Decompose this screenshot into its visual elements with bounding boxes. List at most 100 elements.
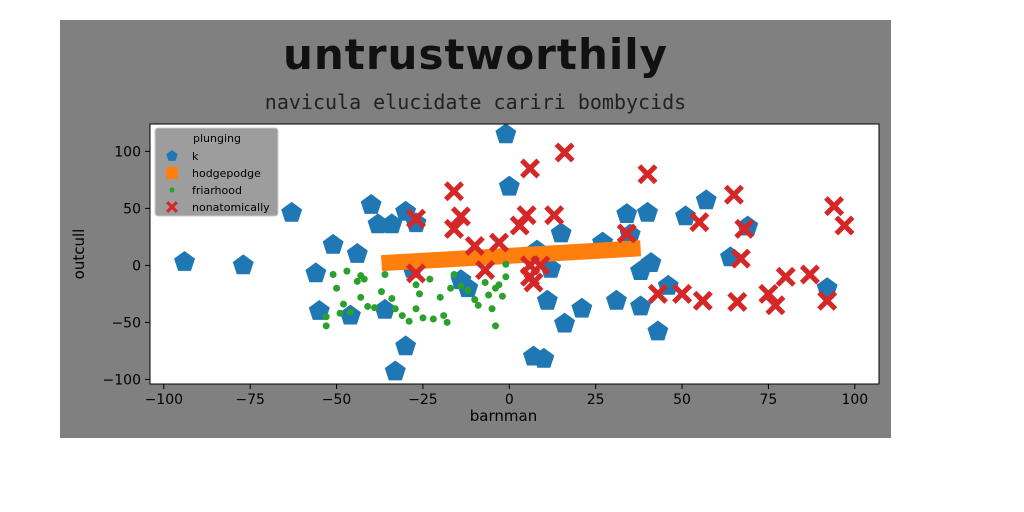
data-point-k bbox=[536, 289, 558, 310]
data-point-nonatomically bbox=[692, 290, 713, 311]
data-point-friarhood bbox=[447, 284, 455, 292]
data-point-friarhood bbox=[491, 322, 499, 330]
data-point-k bbox=[616, 203, 638, 223]
legend-label: friarhood bbox=[192, 184, 242, 197]
data-point-nonatomically bbox=[464, 236, 485, 256]
data-point-k bbox=[381, 213, 403, 234]
data-point-friarhood bbox=[429, 315, 437, 323]
data-point-nonatomically bbox=[444, 181, 464, 202]
data-point-nonatomically bbox=[689, 212, 710, 233]
data-point-k bbox=[384, 360, 406, 381]
data-point-friarhood bbox=[398, 312, 406, 320]
data-point-nonatomically bbox=[723, 184, 744, 205]
data-point-friarhood bbox=[329, 271, 337, 279]
data-point-friarhood bbox=[357, 293, 365, 301]
chart-subtitle: navicula elucidate cariri bombycids bbox=[264, 90, 687, 114]
data-point-friarhood bbox=[377, 288, 385, 296]
data-point-friarhood bbox=[450, 271, 458, 279]
data-point-friarhood bbox=[436, 293, 444, 301]
x-tick-label: −25 bbox=[408, 392, 438, 408]
data-point-k bbox=[232, 254, 254, 275]
data-point-k bbox=[495, 123, 517, 144]
data-point-friarhood bbox=[498, 292, 506, 300]
data-point-k bbox=[571, 297, 593, 318]
legend-marker-nonatomically bbox=[166, 201, 178, 213]
x-tick-label: 50 bbox=[673, 392, 691, 408]
data-point-friarhood bbox=[371, 304, 379, 312]
x-tick-label: −50 bbox=[322, 392, 352, 408]
data-point-nonatomically bbox=[775, 266, 796, 287]
data-point-nonatomically bbox=[616, 223, 637, 244]
legend-marker-k bbox=[166, 150, 178, 161]
data-point-k bbox=[367, 213, 389, 234]
x-axis-label: barnman bbox=[470, 407, 537, 425]
series-line-hodgepodge bbox=[381, 240, 642, 272]
data-point-friarhood bbox=[388, 294, 396, 302]
y-tick-label: 100 bbox=[114, 144, 141, 160]
legend-title: plunging bbox=[193, 132, 241, 145]
data-point-friarhood bbox=[474, 301, 482, 309]
data-point-friarhood bbox=[464, 286, 472, 294]
data-point-friarhood bbox=[485, 291, 493, 299]
data-point-friarhood bbox=[381, 271, 389, 279]
data-point-nonatomically bbox=[554, 142, 575, 163]
legend-label: k bbox=[192, 150, 199, 163]
chart-canvas: −100 −75 −50 −25 0 25 50 75 100 −100 −50 0 50 100 barn… bbox=[70, 123, 880, 425]
data-point-nonatomically bbox=[647, 283, 668, 304]
data-point-k bbox=[647, 320, 669, 341]
y-tick-label: −50 bbox=[111, 315, 141, 331]
data-point-friarhood bbox=[412, 305, 420, 313]
data-point-k bbox=[498, 175, 520, 196]
data-point-nonatomically bbox=[530, 255, 551, 276]
legend-box bbox=[154, 127, 279, 217]
data-point-nonatomically bbox=[730, 248, 751, 269]
legend-label: hodgepodge bbox=[192, 167, 261, 180]
x-tick-label: 75 bbox=[760, 392, 778, 408]
data-point-k bbox=[695, 189, 717, 210]
data-point-friarhood bbox=[471, 296, 479, 304]
data-point-friarhood bbox=[481, 279, 489, 287]
data-point-nonatomically bbox=[406, 208, 426, 229]
data-point-friarhood bbox=[333, 284, 341, 292]
data-point-k bbox=[346, 243, 368, 263]
data-point-k bbox=[640, 252, 662, 272]
figure-background: untrustworthily navicula elucidate carir… bbox=[60, 20, 891, 438]
data-point-nonatomically bbox=[544, 205, 565, 226]
data-point-k bbox=[675, 205, 696, 226]
y-tick-label: −100 bbox=[103, 372, 141, 388]
data-point-k bbox=[637, 201, 658, 222]
data-point-nonatomically bbox=[672, 283, 693, 304]
data-point-nonatomically bbox=[475, 260, 496, 280]
data-point-k bbox=[630, 295, 652, 316]
data-point-friarhood bbox=[502, 260, 510, 268]
data-point-friarhood bbox=[336, 309, 344, 317]
data-point-friarhood bbox=[426, 275, 434, 283]
data-point-k bbox=[322, 233, 344, 254]
data-point-friarhood bbox=[488, 305, 496, 313]
data-point-k bbox=[281, 201, 303, 222]
data-point-nonatomically bbox=[799, 264, 820, 285]
data-point-k bbox=[550, 222, 572, 243]
data-point-friarhood bbox=[495, 281, 503, 289]
data-point-k bbox=[533, 347, 555, 368]
data-point-nonatomically bbox=[520, 158, 540, 179]
data-point-nonatomically bbox=[734, 218, 755, 239]
data-point-friarhood bbox=[391, 305, 399, 313]
data-point-friarhood bbox=[346, 308, 354, 316]
data-point-friarhood bbox=[339, 300, 347, 308]
data-point-friarhood bbox=[360, 275, 368, 283]
data-point-friarhood bbox=[412, 281, 420, 289]
x-tick-label: −100 bbox=[145, 392, 183, 408]
x-tick-label: −75 bbox=[235, 392, 265, 408]
chart-title: untrustworthily bbox=[282, 30, 669, 79]
legend-marker-friarhood bbox=[169, 187, 175, 193]
data-point-nonatomically bbox=[727, 291, 748, 312]
x-tick-label: 25 bbox=[587, 392, 605, 408]
legend-marker-hodgepodge bbox=[166, 167, 178, 179]
x-tick-label: 100 bbox=[841, 392, 868, 408]
data-point-nonatomically bbox=[406, 263, 426, 284]
data-point-nonatomically bbox=[817, 290, 838, 311]
data-point-friarhood bbox=[343, 267, 351, 275]
data-point-k bbox=[374, 298, 396, 319]
data-point-friarhood bbox=[353, 277, 361, 285]
